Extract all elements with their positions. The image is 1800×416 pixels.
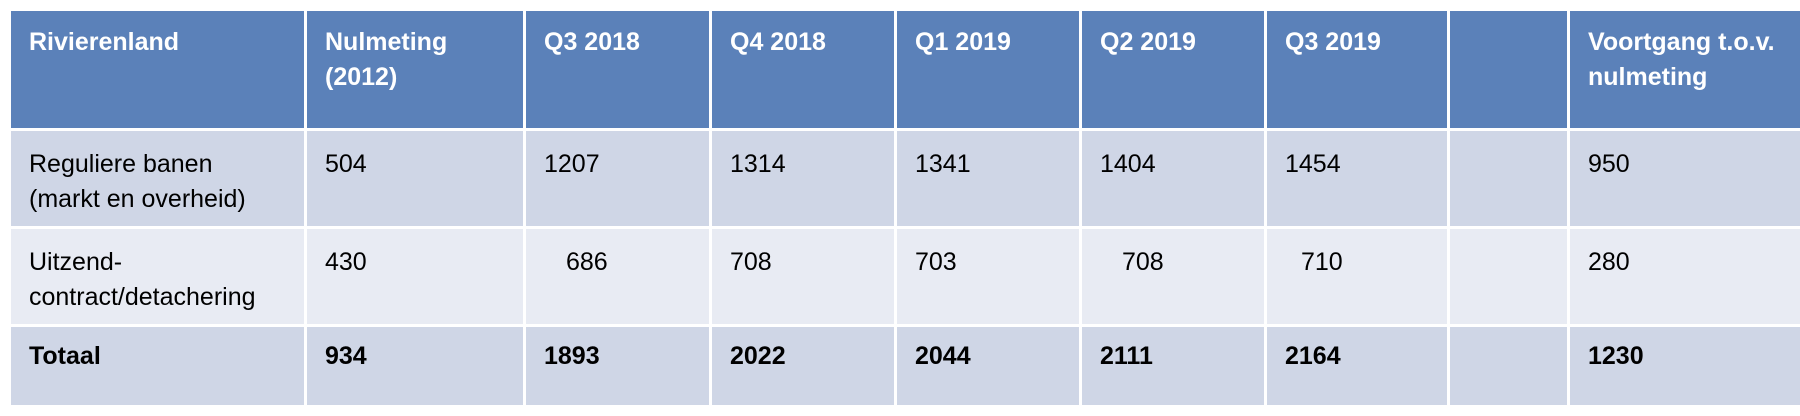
cell-nulmeting: 504 [304, 128, 526, 229]
cell-q2-2019: 708 [1079, 225, 1267, 327]
data-table-container: Rivierenland Nulmeting (2012) Q3 2018 Q4… [8, 8, 1800, 416]
cell-q1-2019: 2044 [894, 323, 1082, 408]
data-table: Rivierenland Nulmeting (2012) Q3 2018 Q4… [8, 8, 1800, 408]
row-label-line2: contract/detachering [29, 282, 256, 311]
cell-nulmeting: 934 [304, 323, 526, 408]
cell-q3-2018: 1893 [523, 323, 712, 408]
row-label-line2: (markt en overheid) [29, 185, 246, 213]
cell-voortgang: 280 [1567, 225, 1800, 327]
row-label-line1: Reguliere banen [29, 150, 213, 178]
cell-q4-2018: 708 [709, 225, 897, 327]
row-label-line1: Uitzend- [29, 247, 123, 276]
header-q3-2018: Q3 2018 [523, 8, 712, 131]
table-row-uitzend: Uitzend- contract/detachering 430 686 70… [8, 225, 1800, 327]
cell-q3-2018: 686 [523, 225, 712, 327]
cell-q4-2018: 1314 [709, 128, 897, 229]
cell-q3-2019: 1454 [1264, 128, 1450, 229]
header-voortgang: Voortgang t.o.v. nulmeting [1567, 8, 1800, 131]
cell-voortgang: 1230 [1567, 323, 1800, 408]
header-q2-2019: Q2 2019 [1079, 8, 1267, 131]
cell-q4-2018: 2022 [709, 323, 897, 408]
cell-empty [1447, 225, 1570, 327]
header-q4-2018: Q4 2018 [709, 8, 897, 131]
cell-empty [1447, 323, 1570, 408]
row-label: Uitzend- contract/detachering [8, 225, 307, 327]
row-label: Reguliere banen (markt en overheid) [8, 128, 307, 229]
header-q1-2019: Q1 2019 [894, 8, 1082, 131]
cell-nulmeting: 430 [304, 225, 526, 327]
header-row: Rivierenland Nulmeting (2012) Q3 2018 Q4… [8, 8, 1800, 131]
row-label: Totaal [8, 323, 307, 408]
cell-q1-2019: 703 [894, 225, 1082, 327]
cell-voortgang: 950 [1567, 128, 1800, 229]
cell-q1-2019: 1341 [894, 128, 1082, 229]
header-nulmeting: Nulmeting (2012) [304, 8, 526, 131]
cell-q3-2019: 2164 [1264, 323, 1450, 408]
cell-q3-2019: 710 [1264, 225, 1450, 327]
cell-empty [1447, 128, 1570, 229]
table-row-totaal: Totaal 934 1893 2022 2044 2111 2164 1230 [8, 323, 1800, 408]
cell-q2-2019: 1404 [1079, 128, 1267, 229]
header-region: Rivierenland [8, 8, 307, 131]
cell-q2-2019: 2111 [1079, 323, 1267, 408]
header-empty [1447, 8, 1570, 131]
table-row-reguliere-banen: Reguliere banen (markt en overheid) 504 … [8, 128, 1800, 229]
cell-q3-2018: 1207 [523, 128, 712, 229]
header-q3-2019: Q3 2019 [1264, 8, 1450, 131]
